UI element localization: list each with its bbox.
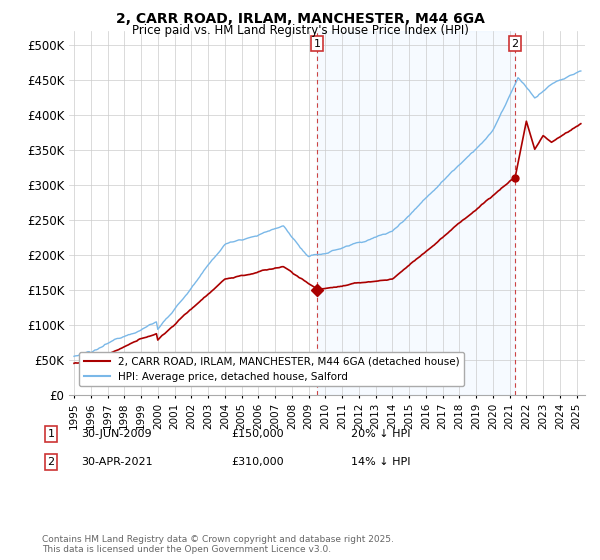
Text: Price paid vs. HM Land Registry's House Price Index (HPI): Price paid vs. HM Land Registry's House … (131, 24, 469, 36)
Text: 2, CARR ROAD, IRLAM, MANCHESTER, M44 6GA: 2, CARR ROAD, IRLAM, MANCHESTER, M44 6GA (116, 12, 484, 26)
Text: Contains HM Land Registry data © Crown copyright and database right 2025.
This d: Contains HM Land Registry data © Crown c… (42, 535, 394, 554)
Text: £310,000: £310,000 (231, 457, 284, 467)
Text: £150,000: £150,000 (231, 429, 284, 439)
Text: 30-JUN-2009: 30-JUN-2009 (81, 429, 152, 439)
Text: 2: 2 (512, 39, 519, 49)
Text: 2: 2 (47, 457, 55, 467)
Text: 14% ↓ HPI: 14% ↓ HPI (351, 457, 410, 467)
Text: 20% ↓ HPI: 20% ↓ HPI (351, 429, 410, 439)
Bar (317, 31, 515, 395)
Text: 1: 1 (47, 429, 55, 439)
Text: 30-APR-2021: 30-APR-2021 (81, 457, 152, 467)
Text: 1: 1 (313, 39, 320, 49)
Legend: 2, CARR ROAD, IRLAM, MANCHESTER, M44 6GA (detached house), HPI: Average price, d: 2, CARR ROAD, IRLAM, MANCHESTER, M44 6GA… (79, 352, 464, 386)
